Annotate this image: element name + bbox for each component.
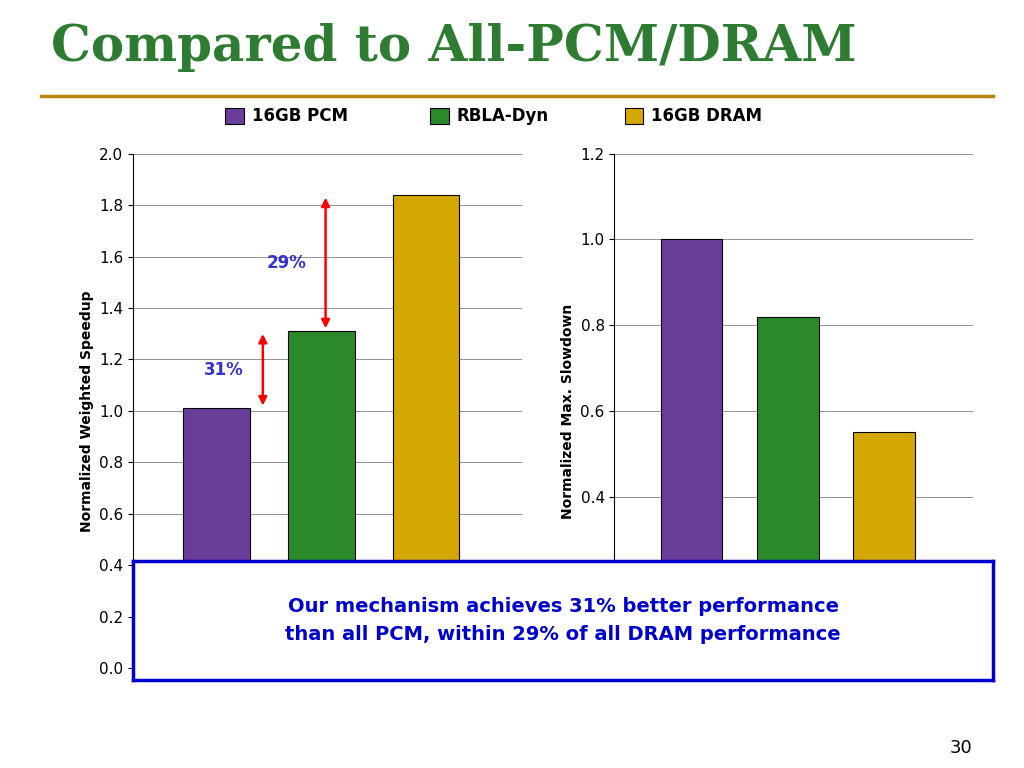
Bar	[853, 432, 915, 668]
Y-axis label: Normalized Weighted Speedup: Normalized Weighted Speedup	[80, 290, 93, 531]
Bar	[757, 316, 818, 668]
Text: 16GB PCM: 16GB PCM	[252, 107, 348, 125]
Text: Compared to All-PCM/DRAM: Compared to All-PCM/DRAM	[51, 23, 857, 72]
Bar	[392, 195, 460, 668]
Text: 16GB DRAM: 16GB DRAM	[651, 107, 762, 125]
Text: Our mechanism achieves 31% better performance
than all PCM, within 29% of all DR: Our mechanism achieves 31% better perfor…	[286, 597, 841, 644]
Text: 29%: 29%	[267, 254, 307, 272]
Bar	[660, 240, 722, 668]
Y-axis label: Normalized Max. Slowdown: Normalized Max. Slowdown	[561, 303, 574, 518]
Text: 30: 30	[950, 739, 973, 756]
Text: 31%: 31%	[204, 361, 244, 379]
Bar	[288, 331, 355, 668]
Bar	[183, 409, 250, 668]
Text: RBLA-Dyn: RBLA-Dyn	[457, 107, 549, 125]
